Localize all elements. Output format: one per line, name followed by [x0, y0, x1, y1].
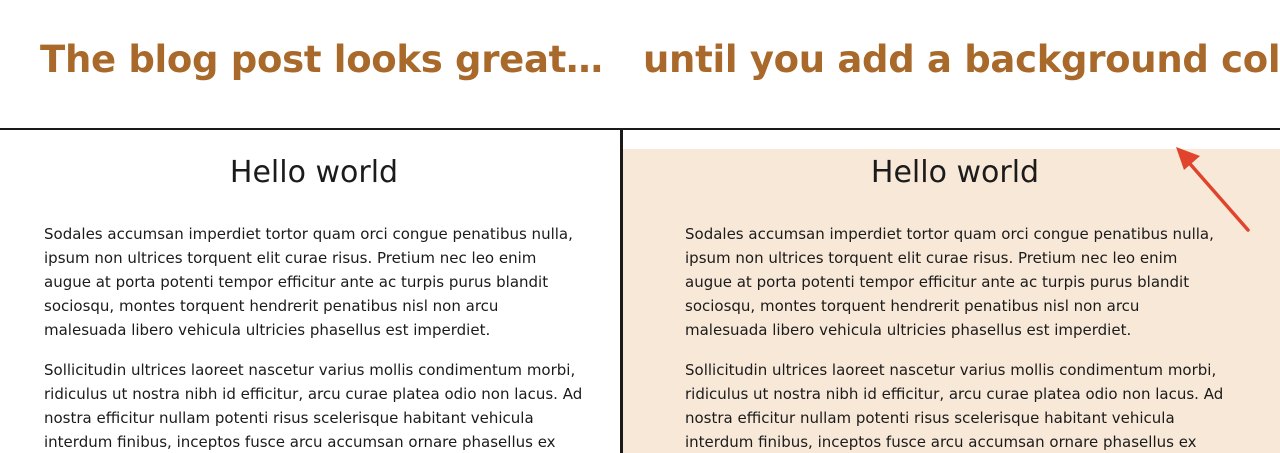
- comparison-header: The blog post looks great… until you add…: [0, 0, 1280, 128]
- caption-before: The blog post looks great…: [40, 38, 603, 81]
- panel-colored-background: Hello world Sodales accumsan imperdiet t…: [623, 130, 1280, 453]
- blog-article: Hello world Sodales accumsan imperdiet t…: [44, 150, 584, 453]
- blog-article: Hello world Sodales accumsan imperdiet t…: [685, 150, 1225, 453]
- background-color-area: [623, 149, 1280, 453]
- panel-plain-background: Hello world Sodales accumsan imperdiet t…: [0, 130, 620, 453]
- horizontal-divider: [0, 128, 1280, 130]
- arrow-icon: [1176, 147, 1250, 232]
- article-title: Hello world: [870, 155, 1040, 190]
- article-paragraph-1: Sodales accumsan imperdiet tortor quam o…: [44, 225, 573, 339]
- article-paragraph-1: Sodales accumsan imperdiet tortor quam o…: [685, 225, 1214, 339]
- article-paragraph-2: Sollicitudin ultrices laoreet nascetur v…: [44, 361, 583, 451]
- article-paragraph-2: Sollicitudin ultrices laoreet nascetur v…: [685, 361, 1224, 451]
- article-title: Hello world: [229, 155, 399, 190]
- caption-after: until you add a background color: [643, 38, 1280, 81]
- vertical-divider: [620, 128, 623, 453]
